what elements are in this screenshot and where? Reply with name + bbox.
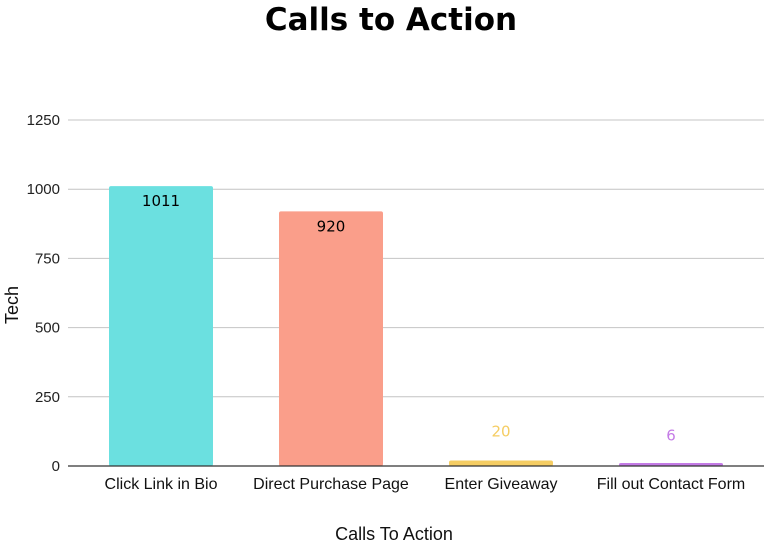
- bar: [449, 460, 553, 466]
- x-axis-label: Calls To Action: [335, 524, 453, 544]
- x-tick-label: Enter Giveaway: [445, 476, 558, 493]
- bar: [619, 463, 723, 466]
- data-label: 6: [666, 426, 676, 444]
- x-tick-label: Fill out Contact Form: [597, 476, 745, 493]
- x-tick-label: Click Link in Bio: [105, 476, 218, 493]
- bar: [109, 186, 213, 466]
- y-tick-label: 0: [52, 458, 60, 475]
- y-tick-label: 1250: [27, 112, 60, 129]
- data-label: 920: [317, 217, 346, 235]
- chart-title: Calls to Action: [264, 2, 518, 38]
- y-axis-label: Tech: [2, 286, 22, 324]
- y-tick-label: 1000: [27, 181, 60, 198]
- y-tick-labels: 0 250 500 750 1000 1250: [27, 112, 60, 475]
- x-tick-label: Direct Purchase Page: [253, 476, 409, 493]
- data-label: 20: [491, 422, 510, 440]
- data-labels: 1011 920 20 6: [142, 192, 676, 444]
- bars: [109, 186, 723, 466]
- y-tick-label: 250: [35, 389, 60, 406]
- data-label: 1011: [142, 192, 180, 210]
- x-tick-labels: Click Link in Bio Direct Purchase Page Ent…: [105, 476, 746, 493]
- y-tick-label: 500: [35, 320, 60, 337]
- y-tick-label: 750: [35, 250, 60, 267]
- bar: [279, 211, 383, 466]
